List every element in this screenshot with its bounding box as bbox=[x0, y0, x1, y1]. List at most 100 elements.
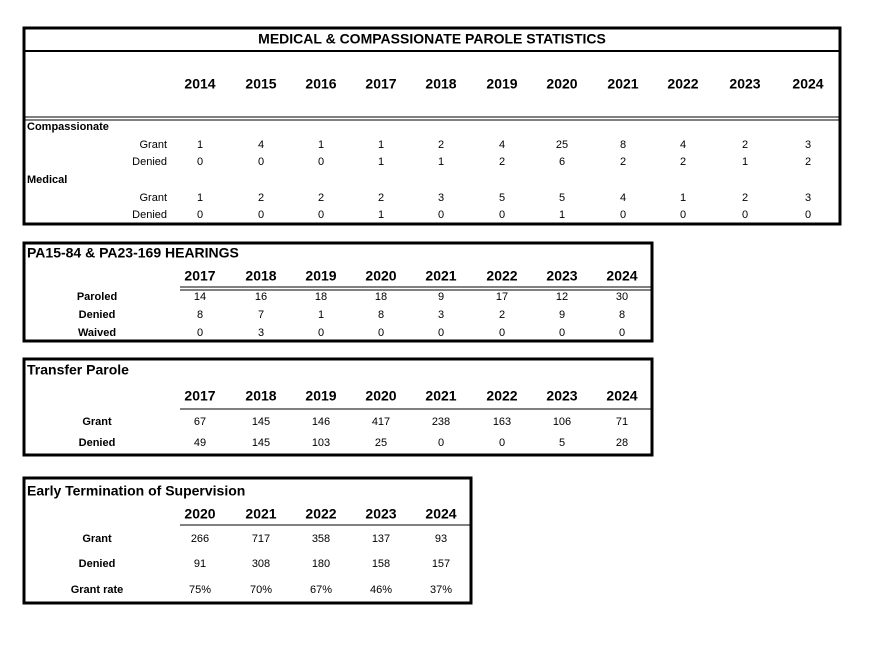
row-label: Denied bbox=[132, 209, 167, 221]
year-header: 2024 bbox=[606, 388, 637, 404]
table-title: MEDICAL & COMPASSIONATE PAROLE STATISTIC… bbox=[258, 31, 606, 47]
year-header: 2023 bbox=[546, 388, 577, 404]
cell: 12 bbox=[556, 291, 568, 303]
year-header: 2018 bbox=[245, 268, 276, 284]
cell: 0 bbox=[620, 209, 626, 221]
cell: 417 bbox=[372, 416, 390, 428]
table-border bbox=[22, 476, 473, 605]
year-header: 2023 bbox=[729, 76, 760, 92]
cell: 2 bbox=[499, 309, 505, 321]
cell: 16 bbox=[255, 291, 267, 303]
cell: 0 bbox=[499, 209, 505, 221]
year-header: 2017 bbox=[184, 268, 215, 284]
cell: 717 bbox=[252, 533, 270, 545]
year-header: 2021 bbox=[245, 506, 276, 522]
year-header: 2019 bbox=[305, 388, 336, 404]
year-header: 2022 bbox=[486, 268, 517, 284]
cell: 0 bbox=[499, 437, 505, 449]
cell: 158 bbox=[372, 558, 390, 570]
row-label: Denied bbox=[132, 156, 167, 168]
cell: 3 bbox=[258, 327, 264, 339]
year-header: 2020 bbox=[184, 506, 215, 522]
cell: 3 bbox=[805, 192, 811, 204]
year-header: 2016 bbox=[305, 76, 336, 92]
row-label: Grant rate bbox=[71, 584, 124, 596]
cell: 106 bbox=[553, 416, 571, 428]
table-border bbox=[22, 26, 842, 226]
cell: 145 bbox=[252, 416, 270, 428]
cell: 2 bbox=[258, 192, 264, 204]
cell: 18 bbox=[375, 291, 387, 303]
cell: 3 bbox=[805, 139, 811, 151]
cell: 7 bbox=[258, 309, 264, 321]
table-title: Early Termination of Supervision bbox=[27, 483, 245, 499]
cell: 157 bbox=[432, 558, 450, 570]
cell: 3 bbox=[438, 309, 444, 321]
cell: 0 bbox=[805, 209, 811, 221]
year-header: 2017 bbox=[365, 76, 396, 92]
cell: 49 bbox=[194, 437, 206, 449]
cell: 6 bbox=[559, 156, 565, 168]
year-header: 2019 bbox=[486, 76, 517, 92]
year-header: 2023 bbox=[365, 506, 396, 522]
cell: 2 bbox=[742, 192, 748, 204]
cell: 0 bbox=[378, 327, 384, 339]
year-header: 2020 bbox=[546, 76, 577, 92]
cell: 9 bbox=[438, 291, 444, 303]
cell: 1 bbox=[318, 139, 324, 151]
cell: 103 bbox=[312, 437, 330, 449]
cell: 18 bbox=[315, 291, 327, 303]
cell: 30 bbox=[616, 291, 628, 303]
cell: 1 bbox=[742, 156, 748, 168]
cell: 0 bbox=[318, 209, 324, 221]
cell: 308 bbox=[252, 558, 270, 570]
cell: 145 bbox=[252, 437, 270, 449]
cell: 0 bbox=[258, 209, 264, 221]
cell: 9 bbox=[559, 309, 565, 321]
cell: 163 bbox=[493, 416, 511, 428]
cell: 2 bbox=[742, 139, 748, 151]
row-label: Grant bbox=[139, 139, 167, 151]
cell: 0 bbox=[197, 327, 203, 339]
year-header: 2019 bbox=[305, 268, 336, 284]
year-header: 2020 bbox=[365, 388, 396, 404]
cell: 8 bbox=[197, 309, 203, 321]
cell: 8 bbox=[620, 139, 626, 151]
cell: 0 bbox=[438, 437, 444, 449]
cell: 25 bbox=[375, 437, 387, 449]
cell: 0 bbox=[438, 327, 444, 339]
cell: 75% bbox=[189, 584, 211, 596]
group-label: Medical bbox=[27, 174, 67, 186]
cell: 180 bbox=[312, 558, 330, 570]
cell: 266 bbox=[191, 533, 209, 545]
cell: 4 bbox=[680, 139, 686, 151]
row-label: Grant bbox=[82, 533, 112, 545]
row-label: Denied bbox=[79, 309, 116, 321]
cell: 0 bbox=[742, 209, 748, 221]
year-header: 2021 bbox=[425, 268, 456, 284]
cell: 5 bbox=[559, 437, 565, 449]
year-header: 2018 bbox=[425, 76, 456, 92]
table-border bbox=[22, 357, 654, 457]
cell: 0 bbox=[318, 327, 324, 339]
year-header: 2022 bbox=[667, 76, 698, 92]
cell: 67% bbox=[310, 584, 332, 596]
cell: 137 bbox=[372, 533, 390, 545]
cell: 0 bbox=[258, 156, 264, 168]
year-header: 2023 bbox=[546, 268, 577, 284]
cell: 1 bbox=[318, 309, 324, 321]
cell: 1 bbox=[559, 209, 565, 221]
year-header: 2022 bbox=[486, 388, 517, 404]
table-title: Transfer Parole bbox=[27, 362, 129, 378]
cell: 146 bbox=[312, 416, 330, 428]
cell: 0 bbox=[559, 327, 565, 339]
row-label: Grant bbox=[82, 416, 112, 428]
cell: 238 bbox=[432, 416, 450, 428]
year-header: 2014 bbox=[184, 76, 215, 92]
cell: 46% bbox=[370, 584, 392, 596]
cell: 1 bbox=[378, 139, 384, 151]
cell: 4 bbox=[258, 139, 264, 151]
cell: 0 bbox=[499, 327, 505, 339]
